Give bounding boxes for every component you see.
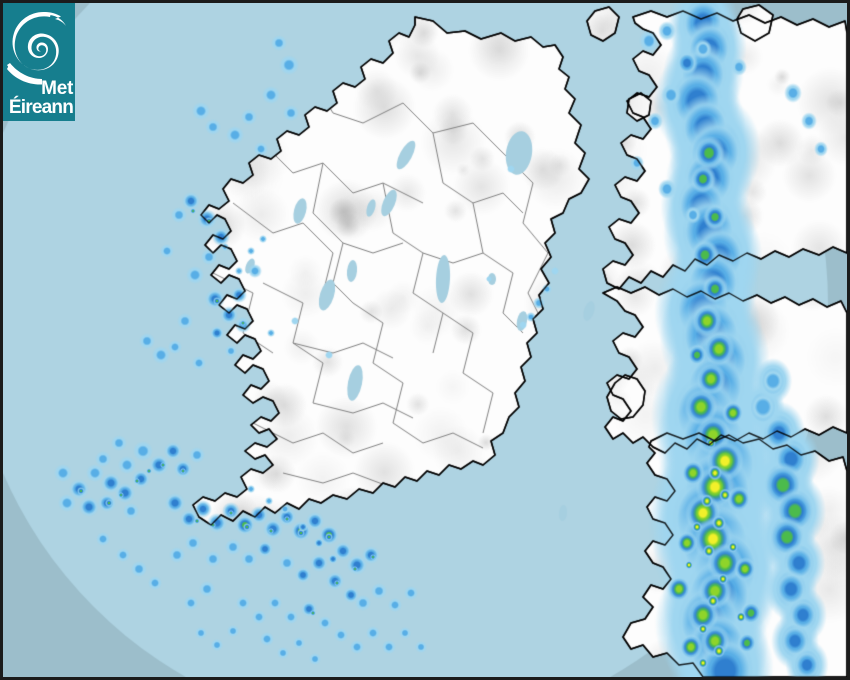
radar-map-canvas[interactable] bbox=[3, 3, 847, 677]
logo-line-eireann: Éireann bbox=[8, 97, 74, 118]
logo-line-met: Met bbox=[41, 78, 73, 99]
celtic-spiral-icon bbox=[7, 12, 66, 85]
logo-text: Met Éireann bbox=[3, 79, 75, 117]
met-eireann-logo: Met Éireann bbox=[3, 3, 75, 121]
